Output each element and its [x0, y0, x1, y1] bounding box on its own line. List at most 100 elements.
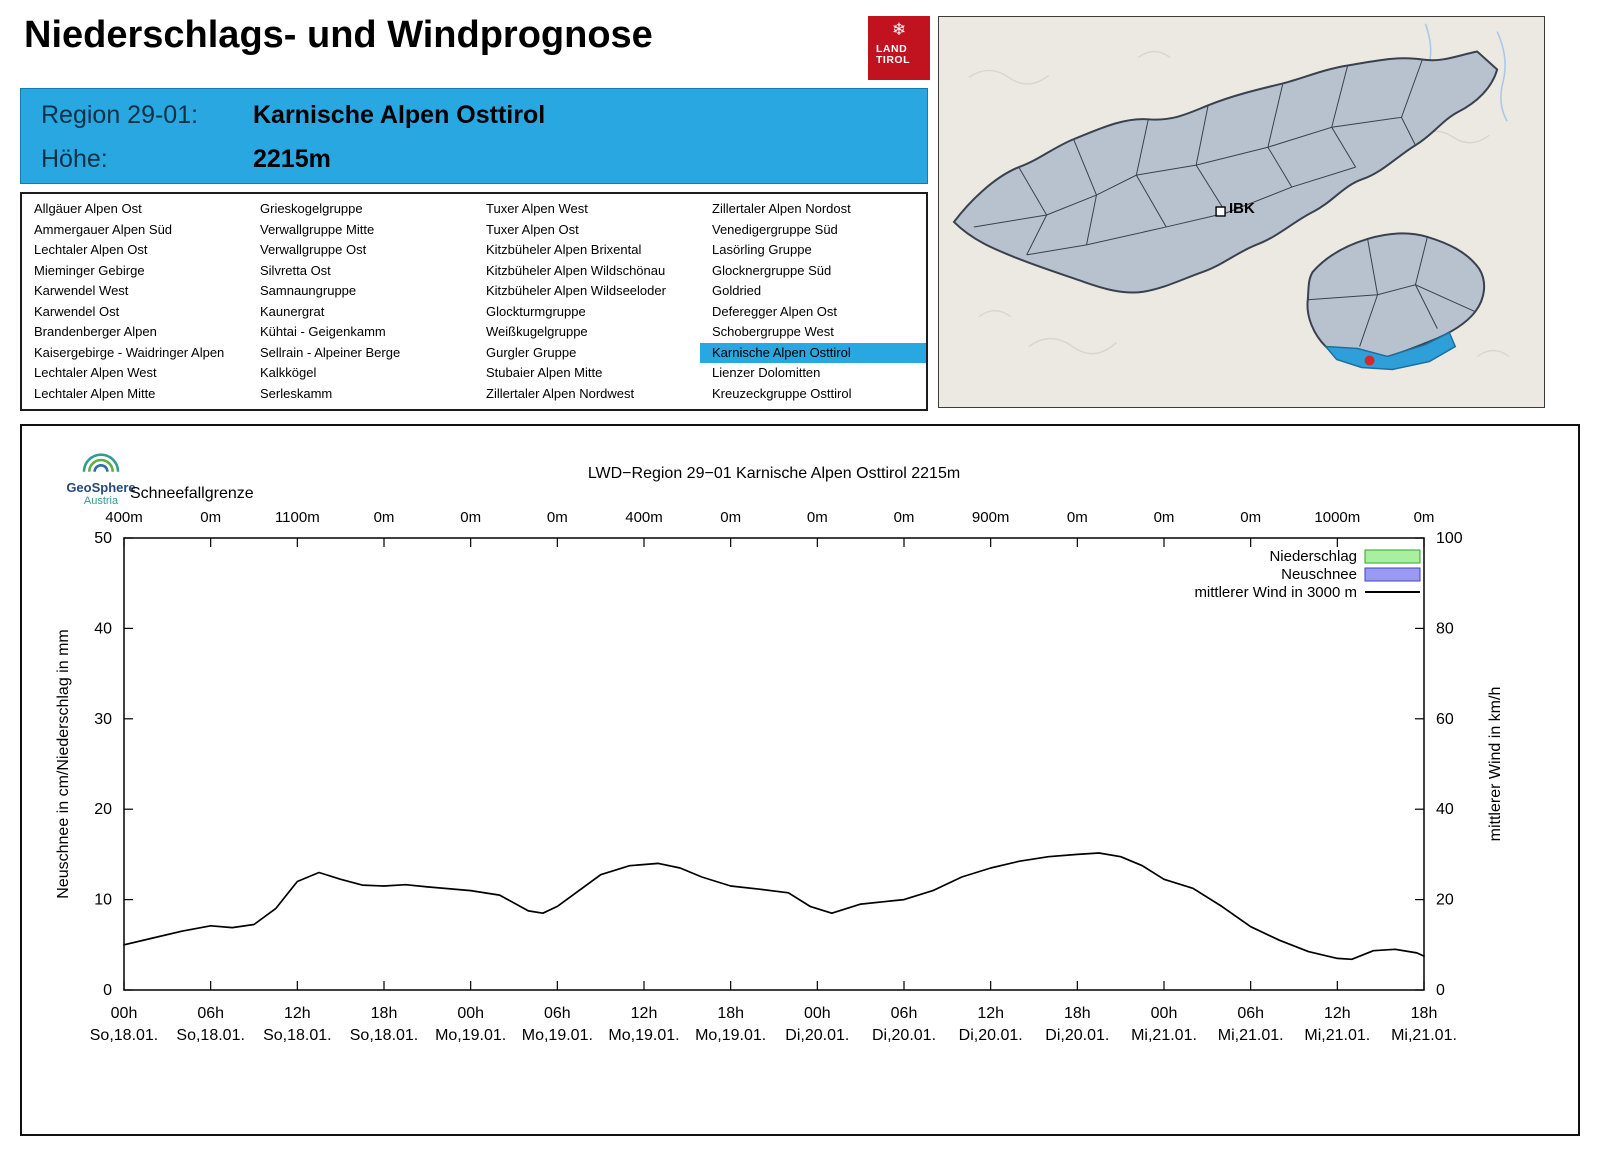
snowline-value: 900m	[972, 509, 1010, 526]
x-tick-date-label: Mi,21.01.	[1304, 1027, 1370, 1044]
east-tirol-regions	[1306, 232, 1486, 363]
region-list-item[interactable]: Kaisergebirge - Waidringer Alpen	[34, 344, 225, 360]
legend-label: Neuschnee	[1281, 566, 1357, 583]
region-list-item[interactable]: Zillertaler Alpen Nordwest	[486, 385, 635, 401]
map-svg: IBK	[939, 17, 1544, 407]
region-list-item[interactable]: Verwallgruppe Mitte	[260, 221, 375, 237]
x-tick-time-label: 00h	[111, 1005, 138, 1022]
tirol-overview-map[interactable]: IBK	[938, 16, 1545, 408]
selected-region-shape[interactable]	[1324, 331, 1457, 371]
region-list-item[interactable]: Sellrain - Alpeiner Berge	[260, 344, 401, 360]
x-tick-time-label: 12h	[284, 1005, 311, 1022]
region-list-item[interactable]: Kitzbüheler Alpen Brixental	[486, 242, 642, 258]
geosphere-logo: GeoSphere Austria	[56, 444, 146, 507]
region-list-item[interactable]: Mieminger Gebirge	[34, 262, 145, 278]
region-list-item[interactable]: Kreuzeckgruppe Osttirol	[712, 385, 852, 401]
x-tick-time-label: 00h	[804, 1005, 831, 1022]
logo-land-text: LAND	[876, 43, 908, 55]
region-list-item[interactable]: Kitzbüheler Alpen Wildschönau	[486, 262, 666, 278]
x-tick-date-label: Mi,21.01.	[1391, 1027, 1457, 1044]
x-tick-time-label: 12h	[1324, 1005, 1351, 1022]
region-list-item[interactable]: Samnaungruppe	[260, 283, 357, 299]
x-tick-time-label: 06h	[197, 1005, 224, 1022]
snowline-value: 1100m	[275, 509, 320, 526]
region-list-item[interactable]: Brandenberger Alpen	[34, 324, 157, 340]
region-list-item[interactable]: Venedigergruppe Süd	[712, 221, 838, 237]
region-list: Allgäuer Alpen Ost Ammergauer Alpen Süd Le…	[20, 192, 928, 411]
x-tick-date-label: Mo,19.01.	[435, 1027, 506, 1044]
region-list-item[interactable]: Kitzbüheler Alpen Wildseeloder	[486, 283, 666, 299]
y-axis-label-right: mittlerer Wind in km/h	[1487, 687, 1504, 842]
region-list-item[interactable]: Tuxer Alpen Ost	[486, 221, 579, 237]
region-list-item[interactable]: Deferegger Alpen Ost	[712, 303, 838, 319]
region-list-item[interactable]: Tuxer Alpen West	[486, 201, 588, 217]
geosphere-sub: Austria	[83, 495, 119, 507]
region-label: Region 29-01:	[41, 100, 199, 129]
region-list-column: Grieskogelgruppe Verwallgruppe Mitte Verwa…	[248, 199, 474, 404]
y-axis-label-left: Neuschnee in cm/Niederschlag in mm	[55, 629, 72, 898]
region-list-item[interactable]: Kühtai - Geigenkamm	[260, 324, 386, 340]
region-value: Karnische Alpen Osttirol	[253, 100, 546, 129]
region-list-item[interactable]: Lasörling Gruppe	[712, 242, 812, 258]
legend-label: Niederschlag	[1269, 548, 1357, 565]
x-tick-date-label: Di,20.01.	[785, 1027, 849, 1044]
y-tick-label-left: 40	[94, 620, 112, 637]
region-list-column: Allgäuer Alpen Ost Ammergauer Alpen Süd Le…	[22, 199, 248, 404]
region-list-item[interactable]: Lechtaler Alpen Ost	[34, 242, 148, 258]
elevation-header-row: Höhe: 2215m	[21, 137, 927, 181]
region-list-item[interactable]: Kaunergrat	[260, 303, 325, 319]
land-tirol-logo-text: LAND TIROL	[868, 44, 930, 66]
y-tick-label-right: 40	[1436, 801, 1454, 818]
region-list-item[interactable]: Glockturmgruppe	[486, 303, 586, 319]
x-tick-time-label: 00h	[457, 1005, 484, 1022]
region-list-item[interactable]: Lechtaler Alpen Mitte	[34, 385, 156, 401]
region-list-item[interactable]: Stubaier Alpen Mitte	[486, 365, 603, 381]
region-list-item[interactable]: Karnische Alpen Osttirol	[700, 342, 926, 363]
snowline-value: 400m	[105, 509, 143, 526]
region-list-item[interactable]: Goldried	[712, 283, 762, 299]
region-list-item[interactable]: Ammergauer Alpen Süd	[34, 221, 173, 237]
snowline-value: 0m	[200, 509, 221, 526]
wind-line	[123, 852, 1425, 961]
region-list-item[interactable]: Karwendel West	[34, 283, 129, 299]
region-list-item[interactable]: Verwallgruppe Ost	[260, 242, 367, 258]
region-list-item[interactable]: Silvretta Ost	[260, 262, 331, 278]
snowline-value: 0m	[1067, 509, 1088, 526]
region-list-item[interactable]: Kalkkögel	[260, 365, 317, 381]
region-list-item[interactable]: Zillertaler Alpen Nordost	[712, 201, 851, 217]
legend-swatch	[1364, 567, 1421, 582]
elevation-value: 2215m	[253, 144, 331, 173]
forecast-chart-panel: GeoSphere Austria LWD−Region 29−01 Karni…	[20, 424, 1580, 1136]
x-tick-time-label: 12h	[631, 1005, 658, 1022]
region-list-item[interactable]: Glocknergruppe Süd	[712, 262, 832, 278]
snowline-value: 0m	[1154, 509, 1175, 526]
land-tirol-logo: ❄ LAND TIROL	[868, 16, 930, 80]
x-tick-time-label: 18h	[371, 1005, 398, 1022]
plot-border	[123, 537, 1425, 991]
geosphere-logo-icon	[82, 453, 120, 472]
x-tick-date-label: Di,20.01.	[1045, 1027, 1109, 1044]
x-tick-time-label: 18h	[717, 1005, 744, 1022]
selected-location-dot	[1364, 355, 1375, 366]
region-list-item[interactable]: Allgäuer Alpen Ost	[34, 201, 142, 217]
x-tick-date-label: So,18.01.	[176, 1027, 245, 1044]
region-list-item[interactable]: Karwendel Ost	[34, 303, 120, 319]
region-list-item[interactable]: Lechtaler Alpen West	[34, 365, 157, 381]
region-header-row: Region 29-01: Karnische Alpen Osttirol	[21, 93, 927, 137]
region-list-item[interactable]: Grieskogelgruppe	[260, 201, 363, 217]
legend-swatch	[1364, 549, 1421, 564]
x-tick-date-label: So,18.01.	[263, 1027, 332, 1044]
snowline-value: 0m	[1414, 509, 1435, 526]
region-header: Region 29-01: Karnische Alpen Osttirol H…	[20, 88, 928, 184]
region-list-item[interactable]: Weißkugelgruppe	[486, 324, 588, 340]
region-list-item[interactable]: Gurgler Gruppe	[486, 344, 577, 360]
x-tick-time-label: 06h	[891, 1005, 918, 1022]
region-list-item[interactable]: Serleskamm	[260, 385, 333, 401]
region-list-column: Zillertaler Alpen Nordost Venedigergruppe…	[700, 199, 926, 404]
snowline-value: 0m	[374, 509, 395, 526]
y-tick-label-left: 50	[94, 530, 112, 547]
forecast-chart: LWD−Region 29−01 Karnische Alpen Osttiro…	[55, 465, 1504, 1044]
region-list-item[interactable]: Lienzer Dolomitten	[712, 365, 821, 381]
x-tick-time-label: 06h	[1237, 1005, 1264, 1022]
region-list-item[interactable]: Schobergruppe West	[712, 324, 834, 340]
